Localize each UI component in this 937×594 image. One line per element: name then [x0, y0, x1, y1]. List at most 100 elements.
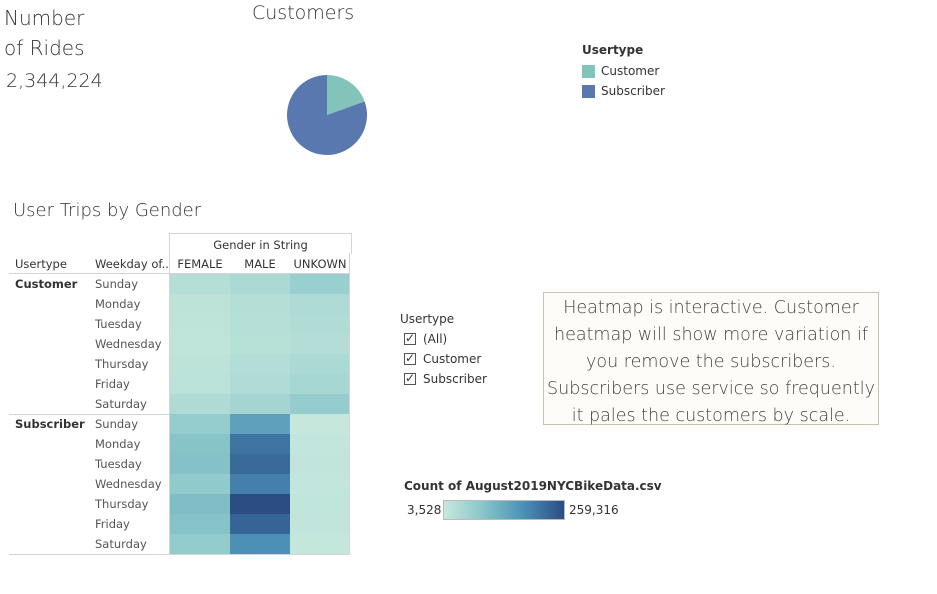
column-header-unkown[interactable]: UNKOWN [293, 257, 347, 271]
heatmap-cell[interactable] [290, 374, 350, 394]
weekday-label[interactable]: Wednesday [95, 477, 162, 491]
weekday-label[interactable]: Tuesday [95, 317, 142, 331]
heatmap-cell[interactable] [230, 314, 290, 334]
weekday-label[interactable]: Monday [95, 437, 141, 451]
rides-title-line1: Number [4, 6, 85, 30]
heatmap-cell[interactable] [290, 434, 350, 454]
heatmap-cell[interactable] [290, 394, 350, 414]
filter-option-customer[interactable]: ✓ Customer [400, 349, 487, 369]
heatmap-cell[interactable] [290, 414, 350, 434]
note-line: Subscribers use service so frequently [547, 379, 875, 399]
heatmap-cell[interactable] [170, 354, 230, 374]
heatmap-cell[interactable] [170, 414, 230, 434]
weekday-label[interactable]: Saturday [95, 537, 147, 551]
usertype-label-customer[interactable]: Customer [15, 277, 78, 291]
column-header-male[interactable]: MALE [244, 257, 276, 271]
weekday-label[interactable]: Friday [95, 517, 130, 531]
heatmap-cell[interactable] [230, 274, 290, 294]
weekday-label[interactable]: Thursday [95, 497, 149, 511]
heatmap-cell[interactable] [290, 474, 350, 494]
weekday-label[interactable]: Monday [95, 297, 141, 311]
checkbox-subscriber[interactable]: ✓ [404, 371, 416, 385]
checkbox-all[interactable]: ✓ [404, 331, 416, 345]
weekday-label[interactable]: Thursday [95, 357, 149, 371]
heatmap-cell[interactable] [230, 494, 290, 514]
weekday-row-header[interactable]: Weekday of.. [95, 257, 169, 271]
heatmap-bottom-border [9, 554, 350, 555]
note-line: heatmap will show more variation if [553, 325, 868, 345]
heatmap-cell[interactable] [170, 454, 230, 474]
weekday-label[interactable]: Wednesday [95, 337, 162, 351]
heatmap-cell[interactable] [230, 534, 290, 554]
rides-title-line2: of Rides [4, 36, 85, 60]
pie-slice-subscriber[interactable] [287, 75, 367, 155]
checkbox-customer[interactable]: ✓ [404, 351, 416, 365]
heatmap-cell[interactable] [230, 354, 290, 374]
heatmap-cell[interactable] [170, 374, 230, 394]
heatmap-cell[interactable] [290, 514, 350, 534]
customers-pie-chart[interactable] [280, 68, 374, 162]
heatmap-cell[interactable] [290, 314, 350, 334]
usertype-filter: Usertype ✓ (All) ✓ Customer ✓ Subscriber [400, 312, 487, 389]
heatmap-cell[interactable] [170, 294, 230, 314]
heatmap-cell[interactable] [230, 394, 290, 414]
check-icon: ✓ [405, 331, 416, 345]
legend-label-customer: Customer [601, 64, 660, 78]
filter-label-all: (All) [423, 332, 448, 346]
heatmap-cell[interactable] [170, 334, 230, 354]
legend-swatch-customer [582, 64, 595, 78]
heatmap-cell[interactable] [230, 474, 290, 494]
heatmap-title: User Trips by Gender [13, 200, 202, 221]
usertype-label-subscriber[interactable]: Subscriber [15, 417, 85, 431]
weekday-label[interactable]: Sunday [95, 417, 139, 431]
color-legend-max: 259,316 [569, 503, 619, 517]
weekday-label[interactable]: Friday [95, 377, 130, 391]
heatmap-cell[interactable] [170, 274, 230, 294]
filter-option-all[interactable]: ✓ (All) [400, 329, 487, 349]
heatmap-cell[interactable] [170, 434, 230, 454]
weekday-label[interactable]: Tuesday [95, 457, 142, 471]
heatmap-cell[interactable] [230, 514, 290, 534]
heatmap-cell[interactable] [230, 374, 290, 394]
rides-kpi-value: 2,344,224 [6, 70, 103, 92]
heatmap-cell[interactable] [230, 454, 290, 474]
note-line: you remove the subscribers. [586, 352, 836, 372]
heatmap-cell[interactable] [230, 334, 290, 354]
heatmap-cell[interactable] [170, 474, 230, 494]
heatmap-cell[interactable] [290, 334, 350, 354]
heatmap-cell[interactable] [290, 454, 350, 474]
usertype-row-header: Usertype [15, 257, 67, 271]
heatmap-cell[interactable] [230, 414, 290, 434]
heatmap-cell[interactable] [290, 494, 350, 514]
legend-item-customer[interactable]: Customer [582, 61, 665, 81]
weekday-label[interactable]: Saturday [95, 397, 147, 411]
weekday-label[interactable]: Sunday [95, 277, 139, 291]
color-legend-min: 3,528 [407, 503, 442, 517]
annotation-note: Heatmap is interactive. Customer heatmap… [543, 292, 879, 426]
filter-option-subscriber[interactable]: ✓ Subscriber [400, 369, 487, 389]
heatmap-cell[interactable] [230, 294, 290, 314]
column-header-female[interactable]: FEMALE [177, 257, 223, 271]
heatmap-border [169, 253, 170, 554]
pie-slice-customer[interactable] [327, 75, 365, 115]
filter-label-subscriber: Subscriber [423, 372, 487, 386]
heatmap-cell[interactable] [170, 314, 230, 334]
heatmap-cell[interactable] [230, 434, 290, 454]
header-divider [9, 273, 350, 274]
heatmap-cell[interactable] [290, 534, 350, 554]
heatmap-cell[interactable] [170, 394, 230, 414]
rides-kpi-title: Number of Rides [4, 3, 85, 63]
heatmap-cell[interactable] [170, 534, 230, 554]
legend-item-subscriber[interactable]: Subscriber [582, 81, 665, 101]
heatmap-cell[interactable] [170, 514, 230, 534]
heatmap-cell[interactable] [170, 494, 230, 514]
heatmap-cell[interactable] [290, 294, 350, 314]
filter-title: Usertype [400, 312, 455, 326]
legend-label-subscriber: Subscriber [601, 84, 665, 98]
legend-swatch-subscriber [582, 84, 595, 98]
filter-label-customer: Customer [423, 352, 482, 366]
usertype-color-legend: Usertype Customer Subscriber [582, 43, 665, 101]
heatmap-cell[interactable] [290, 354, 350, 374]
heatmap-cell[interactable] [290, 274, 350, 294]
note-line: it pales the customers by scale. [571, 406, 851, 426]
